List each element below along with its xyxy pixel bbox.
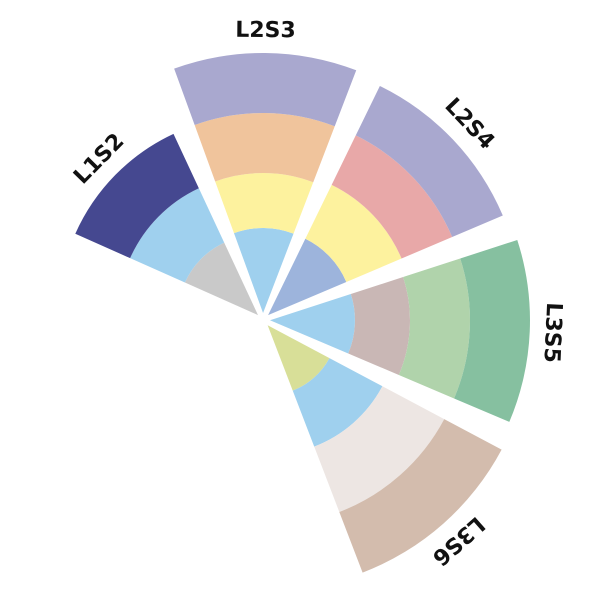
sector-segment: [454, 239, 530, 422]
sector-segment: [355, 85, 503, 238]
sector-segment: [267, 325, 330, 391]
sector-segment: [130, 188, 225, 283]
sector-segment: [305, 184, 402, 282]
sector-segment: [339, 419, 502, 573]
sector-segment: [348, 277, 410, 376]
sector-segment: [292, 358, 383, 447]
sector-segment: [398, 258, 470, 399]
sector-segment: [331, 135, 453, 259]
sector-segment: [268, 238, 347, 316]
sector-segment: [194, 113, 335, 183]
sector-label: L2S3: [235, 18, 296, 44]
sector-segment: [314, 386, 445, 512]
sector-label: L3S5: [538, 302, 566, 364]
sector-segment: [215, 173, 314, 234]
sector-segment: [75, 133, 199, 259]
sector-segment: [184, 242, 259, 316]
sector-segment: [174, 53, 357, 127]
sector-segment: [269, 294, 355, 354]
sector-segment: [233, 228, 294, 314]
